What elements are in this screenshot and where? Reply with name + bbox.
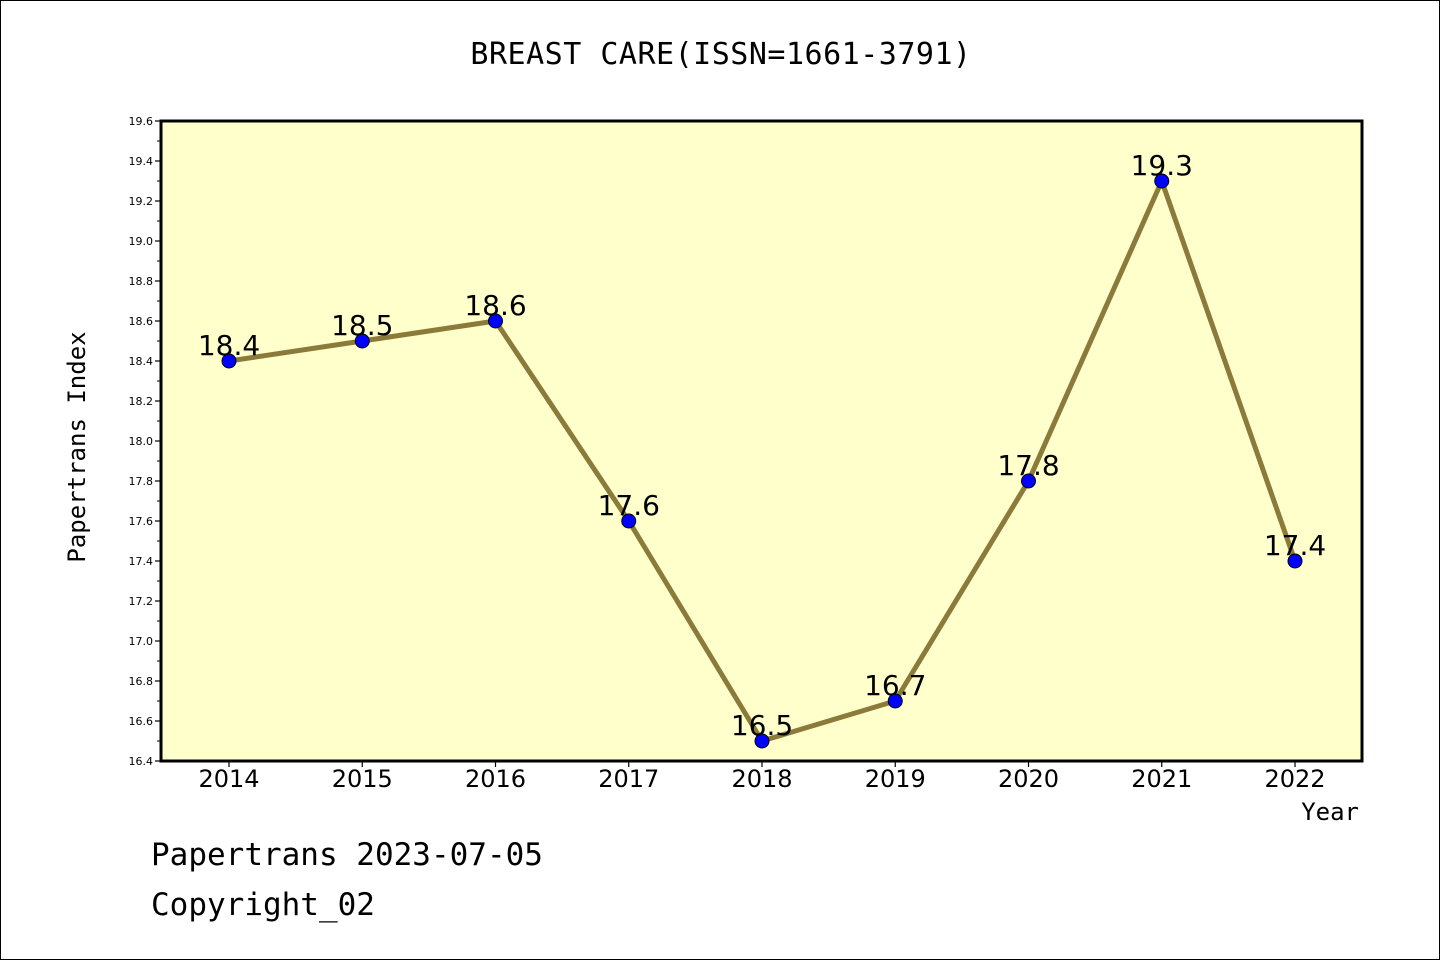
plot-area [159, 119, 1364, 763]
y-tick-label: 18.2 [129, 395, 154, 408]
data-label: 19.3 [1131, 149, 1193, 182]
data-label: 16.7 [864, 669, 926, 702]
x-axis-ticks: 2014 2015 2016 2017 2018 2019 2020 2021 2022 [198, 761, 1326, 793]
y-tick-label: 19.2 [129, 195, 154, 208]
y-tick-label: 16.4 [129, 755, 154, 768]
x-tick-label: 2021 [1131, 765, 1192, 793]
data-labels: 18.4 18.5 18.6 17.6 16.5 16.7 17.8 19.3 17.4 [198, 149, 1326, 742]
y-tick-label: 18.6 [129, 315, 154, 328]
x-tick-label: 2014 [198, 765, 259, 793]
y-tick-label: 18.0 [129, 435, 154, 448]
data-point [1287, 553, 1303, 569]
y-tick-label: 17.8 [129, 475, 154, 488]
data-label: 17.6 [598, 489, 660, 522]
footer-date: Papertrans 2023-07-05 [151, 837, 543, 873]
data-point [621, 513, 637, 529]
x-tick-label: 2019 [865, 765, 926, 793]
y-axis-ticks: 16.4 16.6 16.8 17.0 17.2 17.4 17.6 17.8 18.0 18.2… [129, 115, 161, 768]
y-tick-label: 19.0 [129, 235, 154, 248]
data-label: 16.5 [731, 709, 793, 742]
y-tick-label: 16.8 [129, 675, 154, 688]
x-tick-label: 2016 [465, 765, 526, 793]
data-point [1154, 173, 1170, 189]
y-tick-label: 18.8 [129, 275, 154, 288]
data-label: 18.4 [198, 329, 260, 362]
y-tick-label: 17.4 [129, 555, 154, 568]
data-points [221, 173, 1303, 749]
x-tick-label: 2022 [1264, 765, 1325, 793]
x-tick-label: 2020 [998, 765, 1059, 793]
data-label: 17.4 [1264, 529, 1326, 562]
x-axis-label: Year [1301, 798, 1359, 826]
data-label: 18.5 [331, 309, 393, 342]
data-point [754, 733, 770, 749]
y-tick-label: 17.6 [129, 515, 154, 528]
data-label: 17.8 [997, 449, 1059, 482]
y-tick-label: 17.0 [129, 635, 154, 648]
x-tick-label: 2017 [598, 765, 659, 793]
data-point [1021, 473, 1036, 489]
chart-title: BREAST CARE(ISSN=1661-3791) [470, 37, 972, 72]
y-tick-label: 16.6 [129, 715, 154, 728]
data-point [354, 333, 370, 349]
data-point [488, 313, 503, 329]
footer-copyright: Copyright_02 [151, 887, 375, 923]
x-tick-label: 2018 [731, 765, 792, 793]
data-label: 18.6 [464, 289, 526, 322]
data-point [887, 693, 903, 709]
y-tick-label: 19.4 [129, 155, 154, 168]
data-point [221, 353, 237, 369]
y-tick-label: 18.4 [129, 355, 154, 368]
y-tick-label: 19.6 [129, 115, 154, 128]
y-tick-label: 17.2 [129, 595, 154, 608]
x-tick-label: 2015 [332, 765, 393, 793]
